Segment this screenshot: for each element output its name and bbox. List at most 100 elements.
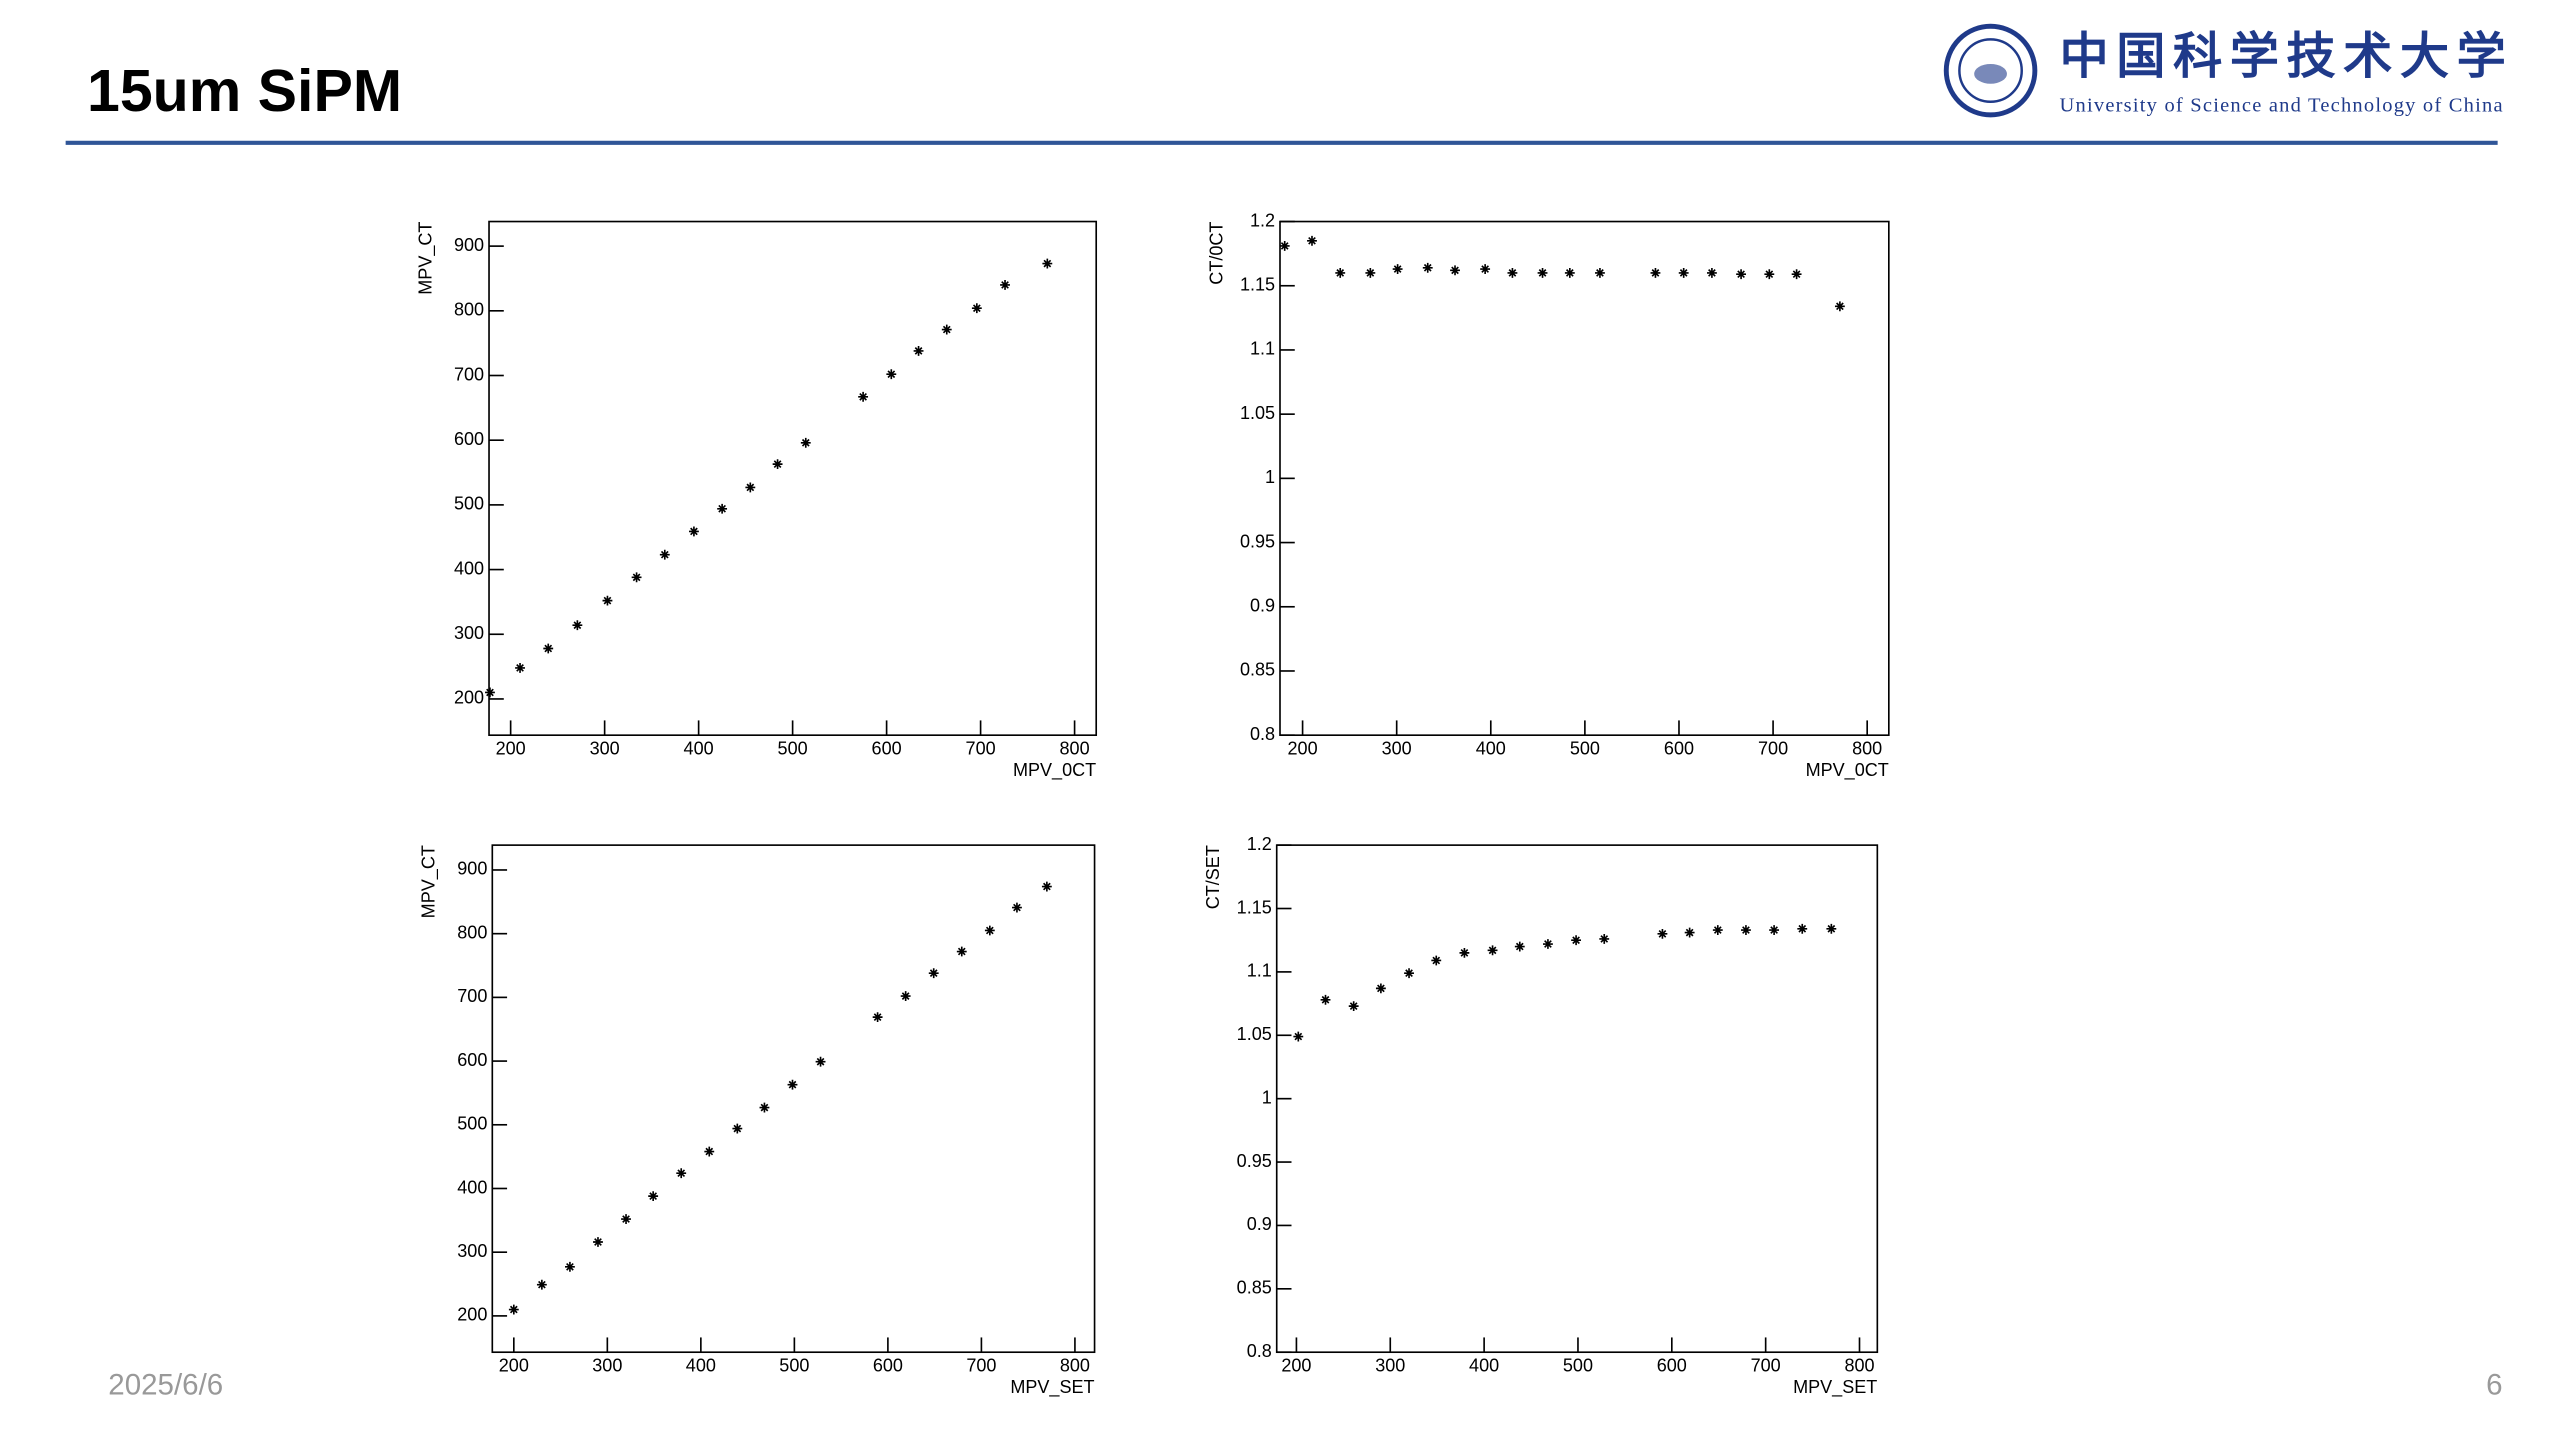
data-point [1307, 235, 1317, 246]
data-point [759, 1102, 770, 1113]
plot-frame [491, 844, 1096, 1354]
data-point [1348, 1001, 1359, 1012]
data-point [1712, 925, 1723, 935]
data-point [732, 1123, 743, 1134]
data-point [1365, 267, 1376, 278]
y-tick-label: 0.8 [1250, 724, 1275, 744]
data-point [1459, 947, 1470, 958]
data-point [886, 369, 897, 380]
data-point [543, 643, 554, 654]
data-point [1279, 241, 1290, 251]
logo-ring [1958, 38, 2023, 103]
data-point [1684, 927, 1695, 938]
x-tick-label: 500 [1563, 1356, 1593, 1376]
data-point [1392, 264, 1403, 274]
data-point [1595, 267, 1605, 278]
y-tick-label: 600 [457, 1050, 487, 1070]
x-tick-label: 700 [966, 1356, 996, 1376]
data-point [1764, 269, 1775, 280]
slide-title: 15um SiPM [87, 58, 402, 124]
data-point [1042, 258, 1053, 269]
data-point [1650, 267, 1661, 278]
data-point [1797, 923, 1808, 934]
data-point [631, 572, 642, 583]
data-point [1450, 265, 1460, 276]
data-point [1791, 269, 1802, 280]
page-number: 6 [2486, 1368, 2502, 1401]
x-tick-label: 500 [778, 739, 808, 759]
y-tick-label: 700 [457, 986, 487, 1006]
data-point [572, 620, 583, 631]
data-point [1404, 968, 1414, 979]
data-point [1000, 280, 1010, 290]
data-point [971, 303, 982, 314]
data-point [1537, 267, 1548, 278]
y-tick-label: 500 [457, 1114, 487, 1134]
data-point [1769, 925, 1780, 935]
data-point [800, 437, 811, 448]
x-tick-label: 400 [684, 739, 714, 759]
data-point [872, 1012, 883, 1023]
logo-ring [1943, 23, 2038, 118]
data-point [928, 968, 939, 979]
data-point [1422, 262, 1433, 273]
y-tick-label: 1.15 [1237, 897, 1272, 917]
data-point [1480, 264, 1491, 274]
x-tick-label: 500 [779, 1356, 809, 1376]
data-point [1487, 945, 1498, 956]
data-point [1599, 934, 1610, 944]
data-point [1564, 267, 1575, 278]
x-tick-label: 300 [592, 1356, 622, 1376]
y-tick-label: 500 [454, 494, 484, 514]
x-tick-label: 200 [499, 1356, 529, 1376]
x-tick-label: 700 [1758, 739, 1788, 759]
plot-frame [1275, 844, 1879, 1354]
y-tick-label: 1 [1262, 1087, 1272, 1107]
y-tick-label: 0.9 [1247, 1214, 1272, 1234]
data-point [913, 345, 924, 356]
y-tick-label: 300 [454, 623, 484, 643]
x-tick-label: 200 [1281, 1356, 1311, 1376]
data-point [1012, 902, 1022, 913]
y-axis-label: MPV_CT [419, 845, 440, 918]
y-tick-label: 1 [1265, 467, 1275, 487]
y-tick-label: 300 [457, 1241, 487, 1261]
slide-date: 2025/6/6 [108, 1368, 223, 1401]
data-point [1736, 269, 1747, 280]
x-tick-label: 700 [1751, 1356, 1781, 1376]
y-tick-label: 1.2 [1247, 834, 1272, 854]
y-tick-label: 800 [457, 922, 487, 942]
y-tick-label: 1.05 [1237, 1024, 1272, 1044]
x-tick-label: 600 [872, 739, 902, 759]
y-tick-label: 0.95 [1240, 531, 1275, 551]
y-tick-label: 1.2 [1250, 210, 1275, 230]
x-tick-label: 600 [873, 1356, 903, 1376]
x-tick-label: 400 [1469, 1356, 1499, 1376]
y-tick-label: 800 [454, 300, 484, 320]
y-tick-label: 400 [457, 1177, 487, 1197]
data-point [621, 1214, 631, 1224]
y-axis-label: MPV_CT [415, 222, 436, 295]
x-tick-label: 300 [590, 739, 620, 759]
data-point [1657, 928, 1668, 939]
x-tick-label: 800 [1060, 1356, 1090, 1376]
y-tick-label: 0.8 [1247, 1341, 1272, 1361]
chart: 200 300 400 500 600 700 800 200 300 400 500 600 700 8… [415, 220, 1098, 781]
data-point [984, 925, 995, 936]
data-point [1320, 994, 1331, 1005]
data-point [602, 595, 613, 606]
data-point [1293, 1031, 1304, 1042]
data-point [515, 662, 525, 673]
data-point [1335, 267, 1346, 278]
y-axis-label: CT/SET [1203, 845, 1223, 909]
y-tick-label: 200 [454, 688, 484, 708]
x-tick-label: 800 [1060, 739, 1090, 759]
data-point [536, 1279, 547, 1290]
y-tick-label: 0.85 [1240, 660, 1275, 680]
x-tick-label: 300 [1375, 1356, 1405, 1376]
y-tick-label: 0.95 [1237, 1151, 1272, 1171]
data-point [485, 687, 495, 698]
x-tick-label: 500 [1570, 739, 1600, 759]
